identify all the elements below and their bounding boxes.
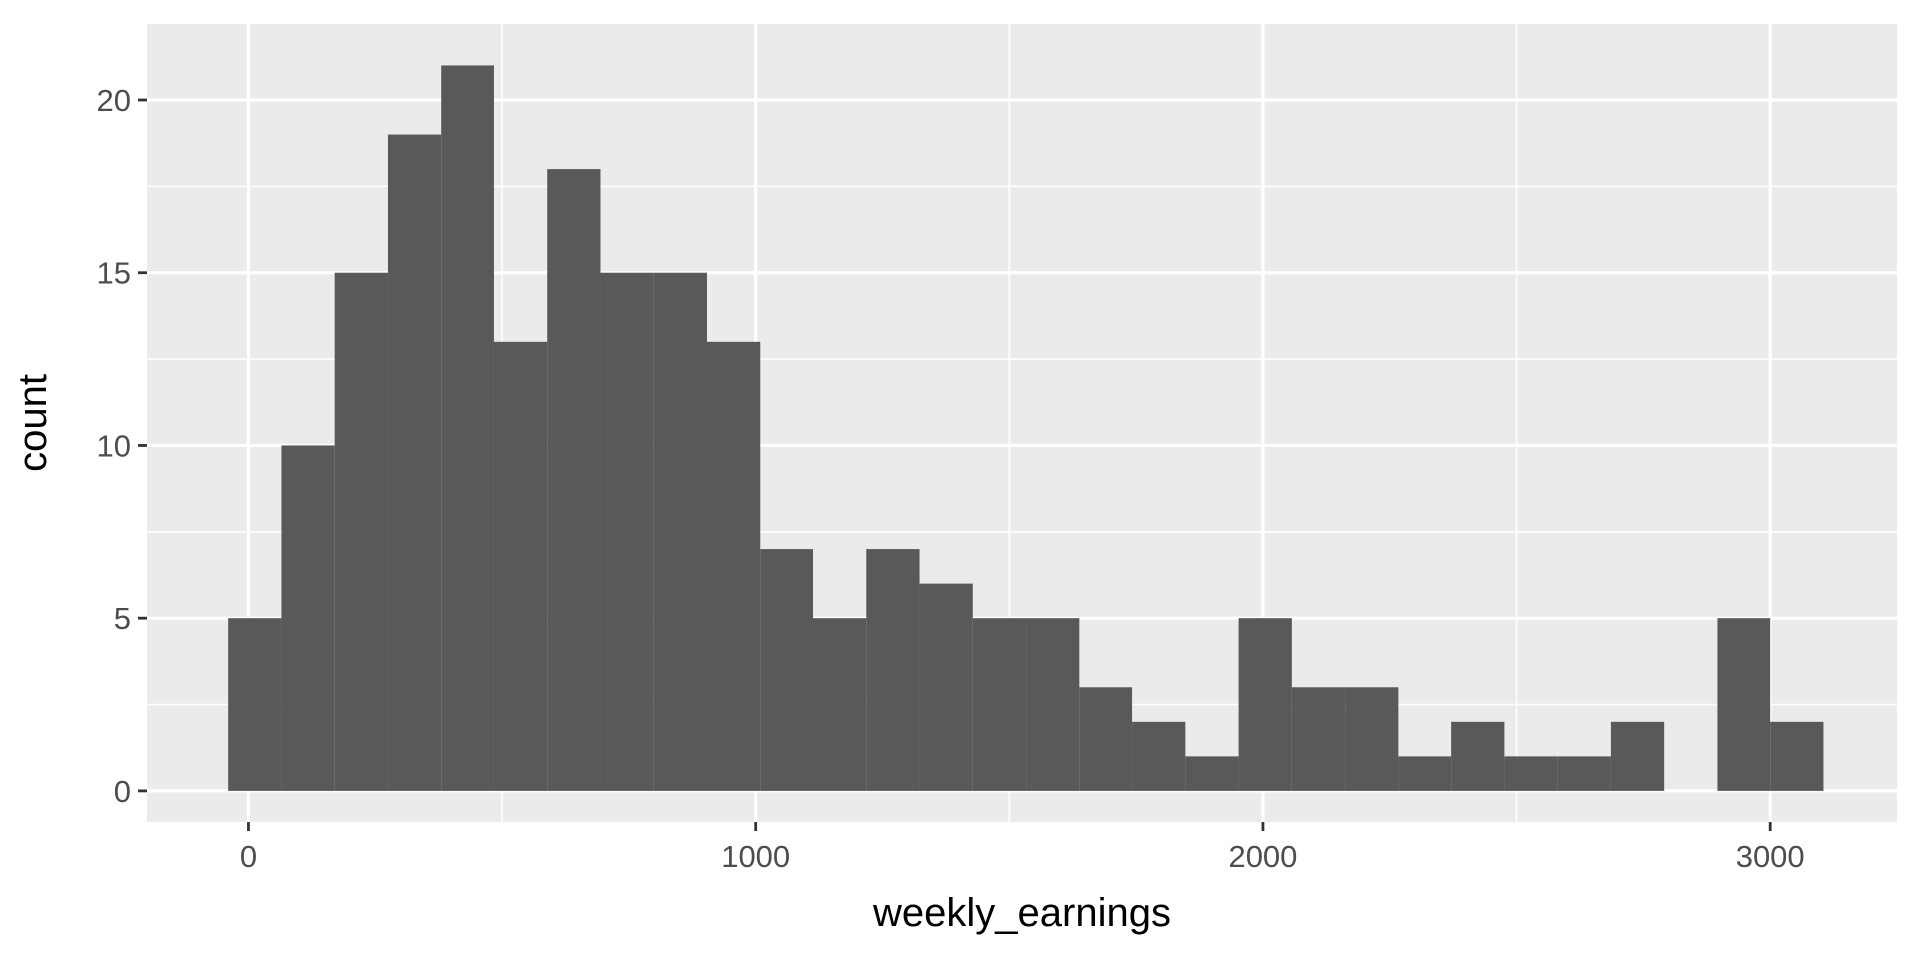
- histogram-bar: [919, 583, 973, 791]
- y-tick-label: 0: [114, 774, 131, 809]
- histogram-bar: [1557, 756, 1611, 791]
- histogram-bar: [493, 341, 548, 791]
- histogram-bar: [1610, 721, 1665, 791]
- histogram-bar: [866, 549, 920, 791]
- histogram-bar: [1770, 721, 1824, 791]
- y-tick-label: 5: [114, 601, 131, 636]
- y-axis: 0 5 10 15 20: [97, 83, 147, 809]
- histogram-bar: [441, 65, 494, 791]
- histogram-bar: [281, 445, 335, 791]
- histogram-bars: [228, 65, 1824, 791]
- y-axis-title: count: [11, 374, 55, 472]
- histogram-bar: [1185, 756, 1239, 791]
- histogram-bar: [600, 272, 654, 791]
- y-tick-label: 15: [97, 256, 131, 291]
- histogram-bar: [334, 272, 388, 791]
- histogram-bar: [1238, 618, 1292, 791]
- x-tick-label: 1000: [721, 839, 790, 874]
- histogram-bar: [1026, 618, 1080, 791]
- x-axis: 0 1000 2000 3000: [240, 822, 1805, 874]
- x-tick-label: 0: [240, 839, 257, 874]
- histogram-bar: [228, 618, 282, 791]
- histogram-bar: [547, 169, 601, 791]
- histogram-bar: [653, 272, 707, 791]
- x-axis-title: weekly_earnings: [872, 891, 1171, 935]
- histogram-bar: [1398, 756, 1452, 791]
- x-tick-label: 2000: [1228, 839, 1297, 874]
- y-tick-label: 20: [97, 83, 131, 118]
- histogram-bar: [1504, 756, 1558, 791]
- histogram-bar: [760, 549, 814, 791]
- histogram-bar: [1132, 721, 1186, 791]
- histogram-bar: [1451, 721, 1505, 791]
- histogram-bar: [387, 134, 442, 791]
- histogram-bar: [1717, 618, 1771, 791]
- histogram-bar: [1079, 687, 1133, 791]
- histogram-bar: [1345, 687, 1399, 791]
- x-tick-label: 3000: [1736, 839, 1805, 874]
- histogram-bar: [707, 341, 761, 791]
- histogram-bar: [813, 618, 867, 791]
- histogram-bar: [972, 618, 1027, 791]
- y-tick-label: 10: [97, 428, 131, 463]
- histogram-bar: [1291, 687, 1346, 791]
